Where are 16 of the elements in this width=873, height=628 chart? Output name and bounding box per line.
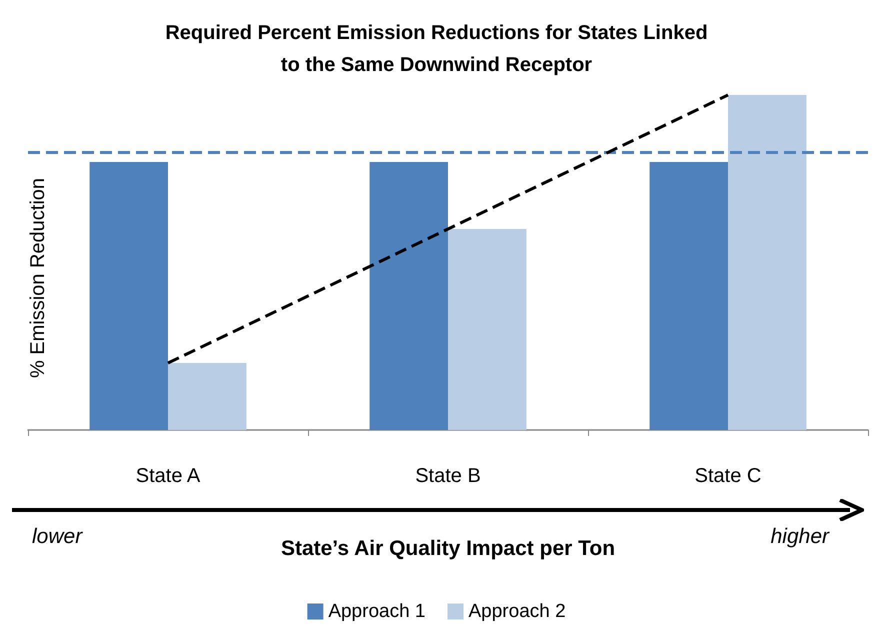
- text: lower: [32, 525, 84, 548]
- x-tick-label: State B: [415, 465, 481, 487]
- bar: [370, 162, 448, 430]
- bar: [90, 162, 168, 430]
- chart-title: Required Percent Emission Reductions for States Linked to the Same Downwind Receptor: [165, 22, 708, 76]
- text: higher: [770, 525, 830, 548]
- bar: [448, 229, 526, 430]
- legend-label: Approach 1: [328, 601, 426, 622]
- x-axis-title: State’s Air Quality Impact per Ton: [280, 537, 616, 560]
- x-tick-label: State A: [136, 465, 201, 487]
- y-axis-title: % Emission Reduction: [27, 178, 49, 378]
- bar: [728, 95, 806, 430]
- legend-label: Approach 2: [468, 601, 566, 622]
- bar: [650, 162, 728, 430]
- x-tick-label: State C: [694, 465, 762, 487]
- bar: [168, 363, 246, 430]
